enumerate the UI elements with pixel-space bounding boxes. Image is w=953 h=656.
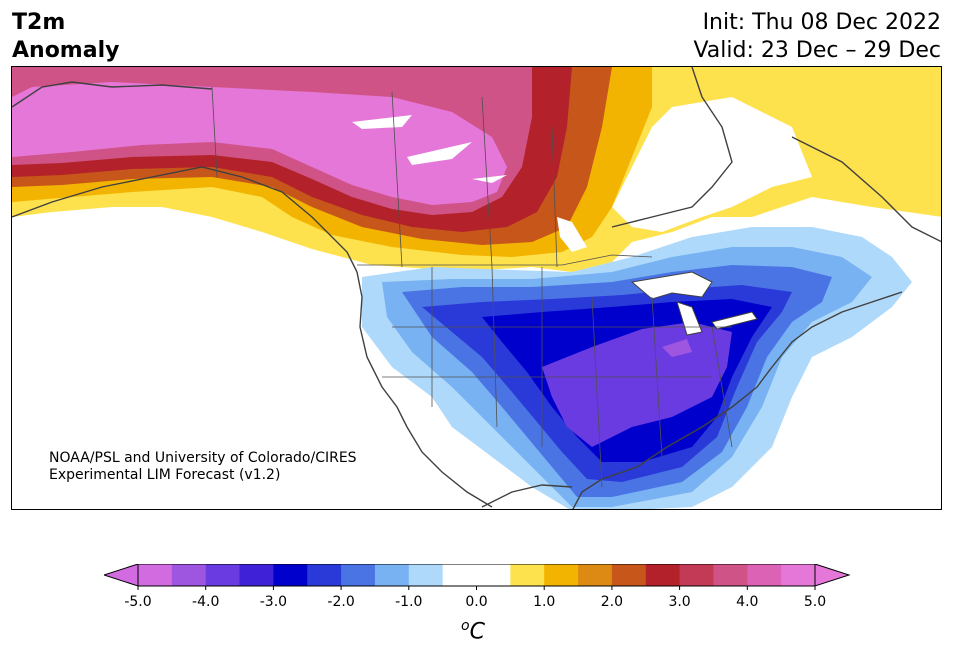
map-canvas xyxy=(12,67,941,509)
colorbar-segment xyxy=(171,564,207,586)
colorbar-segment xyxy=(307,564,342,586)
colorbar-segment xyxy=(239,564,274,586)
colorbar-tick-label: 2.0 xyxy=(601,594,623,610)
lake-patch xyxy=(352,115,412,129)
colorbar-tick-label: -1.0 xyxy=(395,594,422,610)
white-northeast xyxy=(612,97,812,232)
credit-line-1: NOAA/PSL and University of Colorado/CIRE… xyxy=(49,450,357,466)
colorbar-tick-label: 3.0 xyxy=(668,594,690,610)
colorbar-segment xyxy=(645,564,681,586)
colorbar-tick-label: -5.0 xyxy=(124,594,151,610)
units-label: oC xyxy=(461,618,485,644)
colorbar-tick-label: 4.0 xyxy=(736,594,758,610)
credit-text: NOAA/PSL and University of Colorado/CIRE… xyxy=(49,450,357,484)
units-letter: C xyxy=(469,619,485,645)
colorbar-segment xyxy=(510,564,545,586)
anomaly-map xyxy=(11,66,942,510)
colorbar-tick-label: 0.0 xyxy=(465,594,487,610)
valid-range: Valid: 23 Dec – 29 Dec xyxy=(693,38,941,63)
colorbar-segment xyxy=(341,564,376,586)
colorbar-segment xyxy=(578,564,613,586)
colorbar-tick-label: -4.0 xyxy=(192,594,219,610)
colorbar-over-arrow xyxy=(814,564,851,587)
units-degree: o xyxy=(461,618,470,634)
colorbar-segment xyxy=(273,564,308,586)
title-line-2: Anomaly xyxy=(12,38,120,63)
colorbar-segment xyxy=(747,564,782,586)
lake-patch xyxy=(407,142,472,165)
colorbar-under-arrow xyxy=(104,564,139,587)
colorbar-segment xyxy=(679,564,714,586)
title-line-1: T2m xyxy=(12,10,66,35)
colorbar-segment xyxy=(713,564,748,586)
state-borders xyxy=(211,86,733,488)
colorbar-tick-label: 5.0 xyxy=(804,594,826,610)
map-title: T2m Anomaly xyxy=(12,9,119,65)
cold-extreme-violet xyxy=(662,339,692,357)
colorbar-segment xyxy=(374,564,410,586)
colorbar-tick-label: 1.0 xyxy=(533,594,555,610)
colorbar-tick-label: -2.0 xyxy=(327,594,354,610)
colorbar-segment xyxy=(476,564,511,586)
warm-core-pink xyxy=(12,82,507,205)
colorbar-segment xyxy=(781,564,816,586)
colorbar-segment xyxy=(611,564,647,586)
coastlines xyxy=(12,67,941,509)
colorbar-segment xyxy=(442,564,477,586)
colorbar-segment xyxy=(408,564,444,586)
forecast-dates: Init: Thu 08 Dec 2022 Valid: 23 Dec – 29… xyxy=(693,9,941,65)
init-date: Init: Thu 08 Dec 2022 xyxy=(702,10,941,35)
colorbar-segment xyxy=(138,564,173,586)
colorbar-segment xyxy=(205,564,241,586)
colorbar-tick-label: -3.0 xyxy=(260,594,287,610)
lake-patch xyxy=(557,217,587,252)
colorbar-segment xyxy=(544,564,579,586)
colorbar: -5.0 -4.0 -3.0 -2.0 -1.0 0.0 1.0 2.0 3.0 4.0 5.0 xyxy=(104,564,851,610)
lake-patch xyxy=(472,175,507,183)
credit-line-2: Experimental LIM Forecast (v1.2) xyxy=(49,467,281,483)
